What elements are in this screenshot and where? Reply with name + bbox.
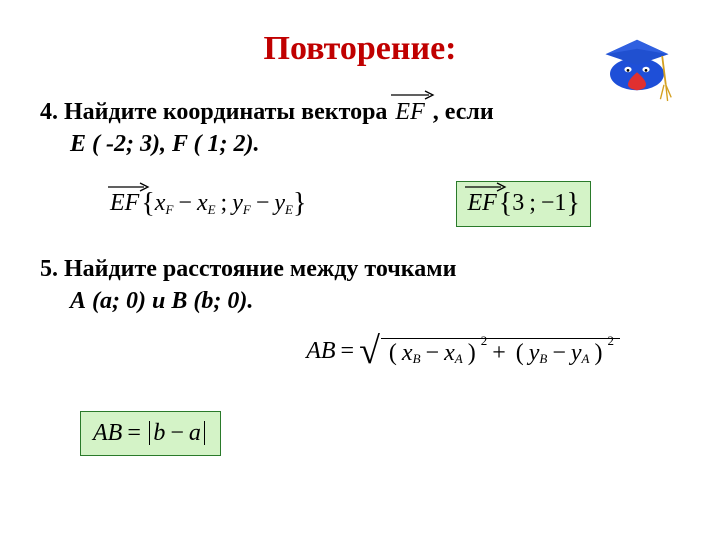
graduation-cap-icon	[592, 20, 682, 110]
sqrt-expression: √ ( xB − xA )2 + ( yB − y	[359, 336, 620, 367]
problem-4: 4. Найдите координаты вектора EF , если …	[40, 96, 680, 161]
vec-ef-label: EF	[110, 190, 141, 217]
sqrt-icon: √	[359, 338, 380, 365]
formula-row-5: AB = √ ( xB − xA )2 + ( yB	[40, 336, 680, 406]
brace-right: }	[566, 188, 579, 220]
formula5-result: AB = b − a	[80, 411, 221, 456]
formula4-general: EF { xF − xE ; yF − yE }	[100, 182, 316, 226]
formula-row-4: EF { xF − xE ; yF − yE } EF { 3 ; −1	[100, 181, 680, 227]
formula4-result: EF { 3 ; −1 }	[456, 181, 590, 227]
brace-left: {	[499, 188, 512, 220]
brace-right: }	[293, 188, 306, 220]
brace-left: {	[141, 188, 154, 220]
abs-bar-right	[204, 421, 206, 445]
problem5-line1: 5. Найдите расстояние между точками	[40, 256, 456, 282]
vector-ef-inline: EF	[393, 96, 426, 128]
slide: Повторение: 4. Найдите координаты вектор…	[0, 0, 720, 540]
problem4-after: , если	[433, 99, 494, 125]
arrow-icon	[106, 182, 150, 192]
problem5-line2: А (а; 0) и В (b; 0).	[70, 285, 680, 317]
problem-5: 5. Найдите расстояние между точками А (а…	[40, 253, 680, 318]
arrow-icon	[389, 90, 435, 100]
slide-title: Повторение:	[40, 30, 680, 68]
formula5-general: AB = √ ( xB − xA )2 + ( yB	[306, 336, 620, 367]
abs-bar-left	[149, 421, 151, 445]
problem4-text: 4. Найдите координаты вектора	[40, 99, 387, 125]
sqrt-bar	[381, 338, 620, 340]
vec-ef-label2: EF	[467, 190, 498, 217]
problem4-line2: E ( -2; 3), F ( 1; 2).	[70, 128, 680, 160]
arrow-icon	[463, 182, 507, 192]
